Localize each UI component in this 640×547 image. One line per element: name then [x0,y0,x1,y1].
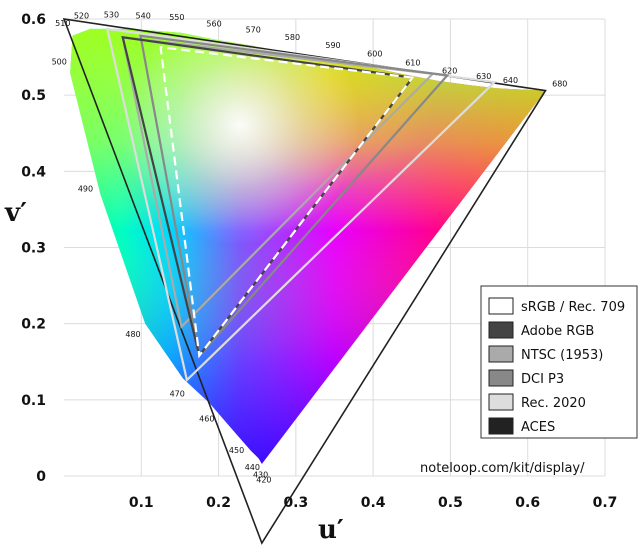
x-tick-label: 0.2 [206,495,231,511]
gamut-aces [62,18,547,545]
wavelength-label: 630 [476,72,491,81]
legend-swatch [488,417,514,435]
wavelength-label: 490 [78,184,93,193]
wavelength-label: 620 [442,67,457,76]
wavelength-label: 460 [199,415,214,424]
y-tick-label: 0.4 [21,164,46,180]
y-tick-label: 0.2 [21,317,46,333]
credit-text: noteloop.com/kit/display/ [420,461,585,476]
legend-swatch [488,297,514,315]
x-tick-label: 0.3 [283,495,308,511]
wavelength-label: 570 [246,26,261,35]
wavelength-label: 640 [503,76,518,85]
legend-swatch [488,321,514,339]
wavelength-label: 540 [136,12,151,21]
gamut-dci-p3 [139,34,450,359]
legend-swatch [488,345,514,363]
wavelength-label: 440 [245,463,260,472]
y-tick-label: 0.1 [21,393,46,409]
wavelength-label: 580 [285,33,300,42]
wavelength-label: 480 [125,330,140,339]
wavelength-label: 520 [74,12,89,21]
gamut-adobe-rgb [121,35,415,359]
gamut-ntsc-1953 [121,36,436,329]
wavelength-label: 430 [253,470,268,479]
gamut-srgb-rec-709 [159,45,415,359]
wavelength-label: 510 [55,19,70,28]
wavelength-label: 680 [552,79,567,88]
x-tick-label: 0.5 [438,495,463,511]
x-axis-title: u′ [318,515,344,545]
y-tick-label: 0.6 [21,12,46,28]
x-tick-label: 0.6 [515,495,540,511]
legend-label: NTSC (1953) [521,348,603,363]
legend: sRGB / Rec. 709 Adobe RGB NTSC (1953) DCI P… [480,285,638,439]
legend-label: Rec. 2020 [521,396,586,411]
x-tick-labels: 0.1 0.2 0.3 0.4 0.5 0.6 0.7 [129,495,618,511]
x-tick-label: 0.4 [361,495,386,511]
y-tick-labels: 0 0.1 0.2 0.3 0.4 0.5 0.6 [21,12,46,485]
y-tick-label: 0.5 [21,88,46,104]
y-tick-label: 0.3 [21,241,46,257]
y-axis-title: v′ [4,198,27,228]
wavelength-label: 610 [405,58,420,67]
wavelength-label: 470 [170,389,185,398]
wavelength-label: 500 [52,57,67,66]
wavelength-label: 550 [169,13,184,22]
wavelength-label: 590 [325,41,340,50]
legend-label: Adobe RGB [521,324,594,339]
x-tick-label: 0.1 [129,495,154,511]
y-tick-label: 0 [36,469,46,485]
wavelength-label: 420 [256,476,271,485]
gamut-triangles [62,18,547,545]
legend-label: ACES [521,420,555,435]
legend-swatch [488,393,514,411]
wavelength-label: 560 [206,20,221,29]
legend-label: DCI P3 [521,372,564,387]
legend-swatch [488,369,514,387]
wavelength-label: 530 [104,11,119,20]
wavelength-label: 600 [367,49,382,58]
x-tick-label: 0.7 [593,495,618,511]
legend-label: sRGB / Rec. 709 [521,300,625,315]
wavelength-label: 450 [229,446,244,455]
